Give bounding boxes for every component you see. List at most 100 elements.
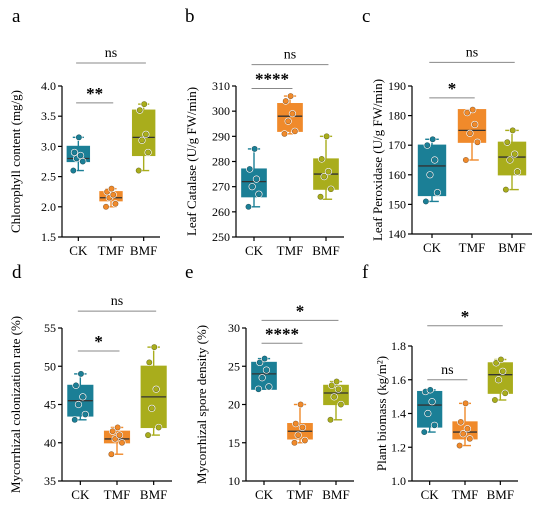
- data-point-outline: [297, 401, 304, 408]
- box-ck: [251, 354, 277, 393]
- panel-letter: b: [185, 6, 195, 27]
- x-tick-label: CK: [245, 243, 264, 258]
- data-point-outline: [457, 418, 464, 425]
- y-tick-label: 40: [44, 436, 56, 450]
- significance-label: ****: [255, 70, 289, 89]
- data-point-outline: [292, 420, 299, 427]
- box-tmf: [99, 185, 123, 211]
- data-point-outline: [153, 386, 160, 393]
- y-axis-title: Mycorrhizal spore density (%): [194, 325, 209, 484]
- y-tick-label: 25: [228, 359, 240, 373]
- significance-label: ns: [284, 48, 296, 63]
- data-point-outline: [109, 428, 116, 435]
- box-ck: [241, 145, 267, 211]
- data-point-outline: [493, 359, 500, 366]
- data-point-outline: [460, 430, 467, 437]
- data-point-outline: [422, 198, 429, 205]
- box-bmf: [131, 100, 156, 175]
- data-point-outline: [79, 393, 86, 400]
- data-point-outline: [245, 203, 252, 210]
- y-tick-label: 1.6: [391, 373, 406, 387]
- data-point-outline: [112, 200, 119, 207]
- significance-label: ns: [111, 294, 123, 309]
- data-point-outline: [427, 386, 434, 393]
- x-tick-label: CK: [71, 487, 90, 502]
- y-tick-label: 270: [212, 180, 230, 194]
- box-iqr: [277, 103, 303, 132]
- data-point-outline: [499, 368, 506, 375]
- y-tick-label: 1.8: [391, 339, 406, 353]
- data-point-outline: [139, 137, 146, 144]
- y-tick-label: 30: [228, 321, 240, 335]
- data-point-outline: [474, 139, 481, 146]
- x-tick-label: CK: [255, 487, 274, 502]
- data-point-outline: [337, 401, 344, 408]
- data-point-outline: [497, 356, 504, 363]
- box-iqr: [241, 168, 267, 198]
- panel-a: a 1.5 2.0 2.5 3.0 3.5 4.0 Chlorophyll content (…: [8, 6, 160, 258]
- y-tick-label: 140: [388, 227, 406, 241]
- y-tick-label: 2.5: [41, 170, 56, 184]
- box-ck: [417, 135, 447, 206]
- x-tick-label: TMF: [287, 487, 314, 502]
- x-tick-label: BMF: [487, 487, 514, 502]
- data-point-outline: [281, 130, 288, 137]
- x-tick-label: CK: [421, 487, 440, 502]
- data-point-outline: [325, 168, 332, 175]
- panel-b: b 250 260 270 280 290 300 310 Leaf Catalase (U/g…: [184, 6, 344, 258]
- significance-label: ns: [441, 363, 453, 378]
- x-tick-label: BMF: [312, 243, 339, 258]
- y-tick-label: 20: [228, 398, 240, 412]
- data-point-outline: [431, 157, 438, 164]
- x-tick-label: TMF: [98, 243, 125, 258]
- y-tick-label: 160: [388, 168, 406, 182]
- y-tick-label: 170: [388, 138, 406, 152]
- box-bmf: [140, 343, 167, 439]
- box-ck: [66, 133, 91, 175]
- box-iqr: [417, 390, 443, 428]
- data-point-outline: [265, 383, 272, 390]
- data-point-outline: [287, 93, 294, 100]
- data-point-outline: [282, 98, 289, 105]
- y-tick-label: 10: [228, 474, 240, 488]
- data-point-outline: [327, 186, 334, 193]
- y-tick-label: 4.0: [41, 79, 56, 93]
- data-point-outline: [323, 133, 330, 140]
- data-point-outline: [514, 168, 521, 175]
- data-point-outline: [246, 166, 253, 173]
- data-point-outline: [71, 149, 78, 156]
- data-point-outline: [466, 435, 473, 442]
- y-tick-label: 180: [388, 109, 406, 123]
- y-axis-title: Chlorophyll content (mg/g): [8, 90, 23, 233]
- x-tick-label: TMF: [104, 487, 131, 502]
- data-point-outline: [289, 110, 296, 117]
- data-point-outline: [253, 176, 260, 183]
- x-tick-label: TMF: [452, 487, 479, 502]
- box-tmf: [452, 399, 478, 450]
- data-point-outline: [259, 374, 266, 381]
- y-axis-title: Mycorrhizal colonization rate (%): [8, 316, 23, 493]
- y-axis-title: Plant biomass (kg/m²): [374, 356, 389, 471]
- x-tick-label: CK: [69, 243, 88, 258]
- box-ck: [417, 386, 443, 436]
- data-point-outline: [464, 109, 471, 116]
- x-tick-label: BMF: [322, 487, 349, 502]
- panel-letter: f: [362, 262, 369, 283]
- data-point-outline: [424, 142, 431, 149]
- box-bmf: [487, 355, 513, 404]
- data-point-outline: [471, 121, 478, 128]
- panel-letter: e: [185, 262, 193, 283]
- data-point-outline: [256, 359, 263, 366]
- data-point-outline: [155, 424, 162, 431]
- y-tick-label: 260: [212, 205, 230, 219]
- data-point-outline: [491, 396, 498, 403]
- significance-label: **: [86, 84, 103, 103]
- data-point-outline: [145, 149, 152, 156]
- data-point-outline: [321, 173, 328, 180]
- data-point-outline: [431, 422, 438, 429]
- data-point-outline: [77, 370, 84, 377]
- y-tick-label: 1.4: [391, 407, 406, 421]
- y-tick-label: 15: [228, 436, 240, 450]
